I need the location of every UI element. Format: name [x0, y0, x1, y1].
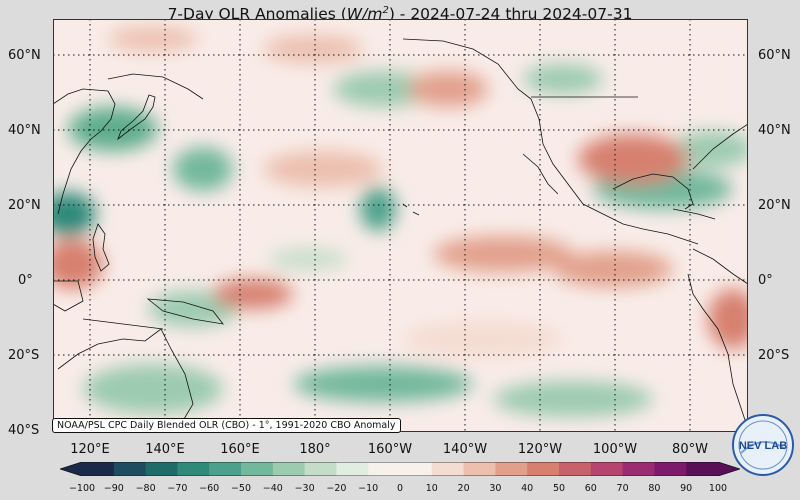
colorbar-cell: [495, 462, 528, 476]
colorbar-tick-label: 60: [584, 483, 597, 494]
colorbar-tick-label: −100: [68, 483, 96, 494]
title-unit: W/m2: [347, 5, 389, 23]
title-unit-base: W/m: [346, 5, 383, 24]
colorbar-tick-label: 70: [616, 483, 629, 494]
lat-label-right-20s: 20°S: [758, 348, 790, 363]
colorbar-tick-label: −30: [294, 483, 315, 494]
lat-label-right-60n: 60°N: [758, 48, 791, 63]
colorbar-cell: [177, 462, 210, 476]
colorbar-cell: [463, 462, 496, 476]
lon-label-100w: 100°W: [592, 442, 638, 457]
colorbar-tick-label: −50: [230, 483, 252, 494]
lon-label-140w: 140°W: [442, 442, 488, 457]
logo-text: NEV LAB: [739, 440, 787, 452]
olr-anomaly-map[interactable]: [53, 19, 748, 432]
colorbar-tick-label: 80: [648, 483, 661, 494]
colorbar-tick-label: 0: [396, 483, 404, 494]
colorbar-cell: [82, 462, 115, 476]
colorbar-tick-label: 100: [708, 483, 728, 494]
title-prefix: 7-Day OLR Anomalies (: [167, 5, 347, 24]
title-suffix: ) - 2024-07-24 thru 2024-07-31: [388, 5, 633, 24]
colorbar-tick-label: −80: [135, 483, 156, 494]
map-frame: [53, 19, 748, 432]
lat-label-left-20n: 20°N: [8, 198, 41, 213]
colorbar-cells: [60, 462, 740, 476]
lon-label-140e: 140°E: [145, 442, 185, 457]
source-note: NOAA/PSL CPC Daily Blended OLR (CBO) - 1…: [52, 418, 401, 433]
lat-label-left-20s: 20°S: [8, 348, 40, 363]
graticule: [53, 19, 748, 432]
nev-lab-logo: NEV LAB: [732, 414, 794, 476]
colorbar-cell: [686, 462, 719, 476]
colorbar-cell: [272, 462, 306, 476]
colorbar-cell: [431, 462, 465, 476]
lon-label-160e: 160°E: [220, 442, 260, 457]
lat-label-left-40s: 40°S: [8, 423, 40, 438]
lon-label-80w: 80°W: [672, 442, 708, 457]
lat-label-right-40n: 40°N: [758, 123, 791, 138]
colorbar: [60, 462, 740, 476]
lat-label-left-eq: 0°: [18, 273, 33, 288]
colorbar-cell: [590, 462, 624, 476]
lat-label-left-60n: 60°N: [8, 48, 41, 63]
lat-label-right-eq: 0°: [758, 273, 773, 288]
colorbar-cell: [336, 462, 369, 476]
lon-label-120e: 120°E: [70, 442, 110, 457]
colorbar-cell: [622, 462, 655, 476]
title-unit-exponent: 2: [382, 5, 389, 16]
colorbar-cell: [113, 462, 147, 476]
lon-label-120w: 120°W: [517, 442, 563, 457]
colorbar-cell: [559, 462, 592, 476]
lon-label-160w: 160°W: [367, 442, 413, 457]
colorbar-tick-label: 30: [489, 483, 502, 494]
colorbar-cell: [654, 462, 687, 476]
colorbar-tick-label: 40: [521, 483, 534, 494]
map-title: 7-Day OLR Anomalies (W/m2) - 2024-07-24 …: [0, 0, 800, 25]
colorbar-cell: [209, 462, 242, 476]
colorbar-tick-label: −90: [103, 483, 124, 494]
colorbar-tick-label: 50: [552, 483, 566, 494]
colorbar-tick-label: −40: [262, 483, 283, 494]
colorbar-tick-label: −10: [358, 483, 379, 494]
colorbar-extend-low: [60, 462, 82, 476]
lat-label-right-20n: 20°N: [758, 198, 791, 213]
colorbar-tick-label: 90: [680, 483, 693, 494]
colorbar-cell: [241, 462, 274, 476]
colorbar-cell: [527, 462, 560, 476]
colorbar-tick-label: 10: [425, 483, 438, 494]
colorbar-tick-label: 20: [457, 483, 470, 494]
colorbar-cell: [400, 462, 433, 476]
colorbar-extend-high: [718, 462, 740, 476]
colorbar-tick-label: −20: [326, 483, 347, 494]
colorbar-cell: [145, 462, 178, 476]
lon-label-180: 180°: [299, 442, 331, 457]
colorbar-cell: [368, 462, 401, 476]
colorbar-cell: [304, 462, 337, 476]
lat-label-left-40n: 40°N: [8, 123, 41, 138]
colorbar-tick-label: −70: [167, 483, 188, 494]
colorbar-tick-label: −60: [199, 483, 220, 494]
